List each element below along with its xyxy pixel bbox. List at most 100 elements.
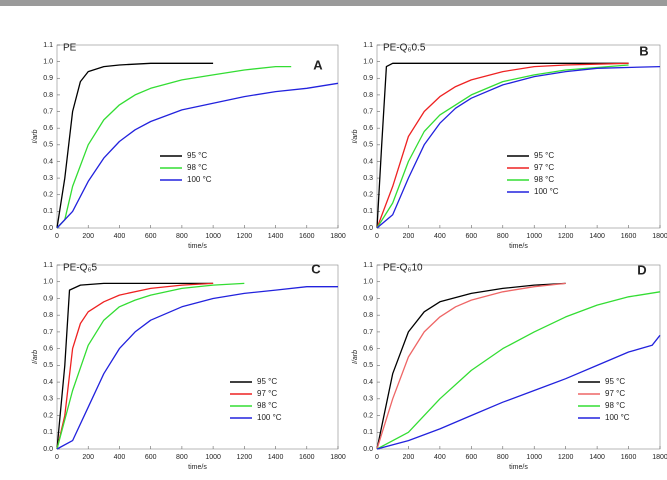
x-tick-label: 0 xyxy=(375,233,379,240)
y-tick-label: 1.1 xyxy=(43,42,53,49)
legend-label: 95 °C xyxy=(187,151,207,160)
x-tick-label: 800 xyxy=(497,233,509,240)
y-axis-label: I/arb xyxy=(352,129,359,143)
y-tick-label: 0.9 xyxy=(43,295,53,302)
x-tick-label: 1600 xyxy=(299,454,315,461)
x-tick-label: 1000 xyxy=(205,454,221,461)
legend-label: 95 °C xyxy=(257,377,277,386)
y-axis-label: I/arb xyxy=(32,350,39,364)
x-tick-label: 1000 xyxy=(526,454,542,461)
x-tick-label: 1600 xyxy=(621,454,637,461)
y-tick-label: 0.3 xyxy=(43,175,53,182)
x-tick-label: 1600 xyxy=(621,233,637,240)
legend-label: 100 °C xyxy=(605,413,630,422)
x-tick-label: 400 xyxy=(114,454,126,461)
x-tick-label: 1800 xyxy=(652,454,667,461)
legend-label: 98 °C xyxy=(187,163,207,172)
x-tick-label: 800 xyxy=(497,454,509,461)
y-tick-label: 0.4 xyxy=(363,158,373,165)
panel-letter: C xyxy=(311,261,321,276)
series-line xyxy=(376,64,629,229)
series-line xyxy=(56,282,214,450)
top-bar xyxy=(0,0,667,6)
x-tick-label: 200 xyxy=(82,454,94,461)
x-tick-label: 1600 xyxy=(299,233,315,240)
legend-label: 98 °C xyxy=(534,175,554,184)
y-tick-label: 0.6 xyxy=(363,125,373,132)
y-tick-label: 0.1 xyxy=(363,429,373,436)
legend-label: 100 °C xyxy=(257,413,282,422)
legend-label: 100 °C xyxy=(534,187,559,196)
y-tick-label: 0.6 xyxy=(43,345,53,352)
series-line xyxy=(56,82,339,229)
legend-label: 95 °C xyxy=(605,377,625,386)
y-tick-label: 0.5 xyxy=(363,362,373,369)
panel-title: PE xyxy=(63,43,77,54)
plot-frame xyxy=(376,44,661,229)
y-tick-label: 0.9 xyxy=(363,75,373,82)
y-tick-label: 0.2 xyxy=(43,412,53,419)
panel-letter: A xyxy=(313,57,323,72)
x-tick-label: 1000 xyxy=(205,233,221,240)
plot-frame xyxy=(56,264,339,450)
y-tick-label: 0.5 xyxy=(43,142,53,149)
x-tick-label: 1200 xyxy=(237,454,253,461)
x-tick-label: 1200 xyxy=(558,454,574,461)
y-tick-label: 0.3 xyxy=(363,396,373,403)
y-tick-label: 0.7 xyxy=(363,108,373,115)
x-tick-label: 400 xyxy=(114,233,126,240)
x-tick-label: 1200 xyxy=(558,233,574,240)
y-tick-label: 0.2 xyxy=(43,192,53,199)
series-line xyxy=(56,286,338,450)
x-tick-label: 1400 xyxy=(589,233,605,240)
y-tick-label: 1.0 xyxy=(43,279,53,286)
y-tick-label: 1.1 xyxy=(363,42,373,49)
x-tick-label: 200 xyxy=(403,454,415,461)
x-tick-label: 1800 xyxy=(652,233,667,240)
series-line xyxy=(376,62,629,229)
x-tick-label: 1400 xyxy=(589,454,605,461)
x-axis-label: time/s xyxy=(509,243,528,250)
y-tick-label: 0.0 xyxy=(43,225,53,232)
y-tick-label: 0.8 xyxy=(363,92,373,99)
y-tick-label: 0.5 xyxy=(43,362,53,369)
plot-frame xyxy=(376,264,661,450)
x-tick-label: 200 xyxy=(82,233,94,240)
series-line xyxy=(56,62,214,229)
x-tick-label: 200 xyxy=(403,233,415,240)
y-tick-label: 1.1 xyxy=(363,262,373,269)
panel-title: PE-Q₆0.5 xyxy=(383,43,426,54)
y-tick-label: 0.4 xyxy=(363,379,373,386)
x-axis-label: time/s xyxy=(188,243,207,250)
y-tick-label: 0.8 xyxy=(43,92,53,99)
x-axis-label: time/s xyxy=(509,464,528,471)
series-line xyxy=(376,65,661,229)
y-tick-label: 0.0 xyxy=(363,446,373,453)
x-tick-label: 600 xyxy=(145,233,157,240)
y-tick-label: 0.2 xyxy=(363,192,373,199)
series-line xyxy=(376,62,629,229)
x-axis-label: time/s xyxy=(188,464,207,471)
x-tick-label: 1800 xyxy=(330,454,346,461)
panel-letter: D xyxy=(637,262,646,277)
x-tick-label: 1200 xyxy=(237,233,253,240)
x-tick-label: 800 xyxy=(176,233,188,240)
y-axis-label: I/arb xyxy=(352,350,359,364)
y-tick-label: 0.2 xyxy=(363,412,373,419)
y-tick-label: 0.7 xyxy=(43,329,53,336)
y-tick-label: 0.6 xyxy=(43,125,53,132)
x-tick-label: 1400 xyxy=(268,454,284,461)
x-tick-label: 0 xyxy=(375,454,379,461)
x-tick-label: 600 xyxy=(465,233,477,240)
plot-frame xyxy=(56,44,339,229)
y-tick-label: 0.3 xyxy=(43,396,53,403)
legend-label: 97 °C xyxy=(534,163,554,172)
series-line xyxy=(56,282,214,450)
y-tick-label: 1.0 xyxy=(363,58,373,65)
y-tick-label: 0.8 xyxy=(43,312,53,319)
x-tick-label: 400 xyxy=(434,454,446,461)
y-tick-label: 1.0 xyxy=(43,58,53,65)
x-tick-label: 800 xyxy=(176,454,188,461)
series-line xyxy=(376,291,661,450)
